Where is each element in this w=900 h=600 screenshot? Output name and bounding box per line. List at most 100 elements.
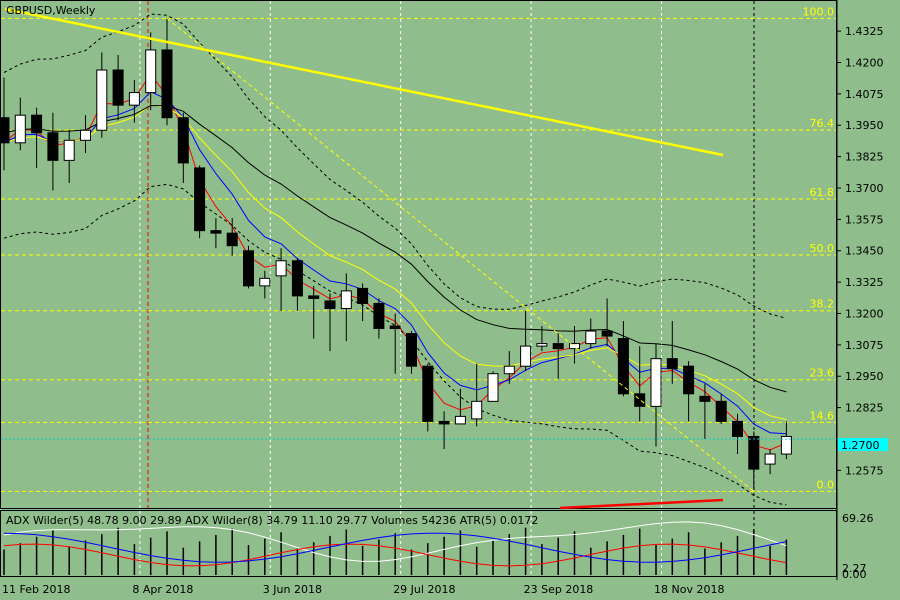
candle xyxy=(780,421,792,460)
y-tick-label: 1.4200 xyxy=(845,56,884,69)
adx-line xyxy=(3,521,787,562)
candle-body xyxy=(520,345,532,367)
chart-title: GBPUSD,Weekly xyxy=(6,4,96,17)
y-tick-label: 1.3075 xyxy=(845,339,884,352)
y-tick-label: 1.4325 xyxy=(845,25,884,38)
candle xyxy=(601,298,613,347)
axis-labels: 11 Feb 2018 8 Apr 2018 3 Jun 2018 29 Jul 20… xyxy=(2,25,884,596)
candle-body xyxy=(634,393,646,407)
candle-body xyxy=(389,325,401,330)
indicator-y-tick-label: 2.27 xyxy=(842,562,867,575)
candle xyxy=(389,313,401,374)
candle xyxy=(503,351,515,384)
indicator-lines xyxy=(3,521,788,575)
candle-body xyxy=(373,302,385,330)
candle-body xyxy=(112,69,124,106)
y-tick-label: 1.3325 xyxy=(845,276,884,289)
candle-body xyxy=(47,132,59,161)
candle-body xyxy=(226,232,238,247)
candle-body xyxy=(764,453,776,465)
candle xyxy=(210,218,222,249)
candle xyxy=(226,218,238,256)
envelope-lower-line xyxy=(3,183,787,506)
candle xyxy=(340,273,352,342)
candle-body xyxy=(161,49,173,119)
candle xyxy=(96,52,108,138)
candle-body xyxy=(308,295,320,299)
candle xyxy=(666,321,678,384)
fib-level-label: 23.6 xyxy=(810,367,835,380)
y-tick-label: 1.3950 xyxy=(845,119,884,132)
candle xyxy=(438,411,450,450)
candle-body xyxy=(324,300,336,309)
fib-level-label: 0.0 xyxy=(817,478,835,491)
candle-body xyxy=(666,358,678,370)
overlays xyxy=(1,7,836,510)
y-tick-label: 1.3700 xyxy=(845,182,884,195)
candle xyxy=(0,77,10,171)
indicator-y-tick-label: 69.26 xyxy=(842,512,874,525)
candle-body xyxy=(601,330,613,337)
candle xyxy=(63,130,75,183)
di-minus-line xyxy=(3,532,787,563)
candle xyxy=(634,346,646,422)
di-plus-line xyxy=(3,543,787,567)
candle-body xyxy=(0,117,10,144)
candle xyxy=(243,245,254,289)
candle-body xyxy=(780,435,792,455)
candle xyxy=(31,107,43,168)
x-tick-label: 18 Nov 2018 xyxy=(654,583,724,596)
candle-body xyxy=(340,290,352,309)
candle-body xyxy=(503,365,515,375)
x-tick-label: 29 Jul 2018 xyxy=(393,583,455,596)
candle-body xyxy=(145,49,157,94)
candle xyxy=(161,18,173,126)
candle-body xyxy=(487,373,499,402)
candle-body xyxy=(31,114,43,134)
candle-body xyxy=(177,117,189,164)
candle xyxy=(650,343,662,447)
candle xyxy=(764,449,776,475)
candle-body xyxy=(650,358,662,407)
candle xyxy=(422,363,434,432)
candle-body xyxy=(732,420,743,437)
candle xyxy=(715,393,727,424)
candle-body xyxy=(406,333,417,367)
candle xyxy=(487,371,499,402)
candle xyxy=(454,388,466,425)
candle-body xyxy=(14,114,26,144)
candle xyxy=(520,310,532,372)
current-price-box xyxy=(838,438,888,451)
candle xyxy=(291,258,303,311)
x-tick-label: 3 Jun 2018 xyxy=(263,583,322,596)
candle-body xyxy=(617,338,629,395)
candle xyxy=(406,331,417,374)
candle xyxy=(308,285,320,339)
candle-body xyxy=(243,250,254,287)
candle-body xyxy=(438,420,450,425)
indicator-y-tick-label: 0.00 xyxy=(842,568,867,581)
candle xyxy=(732,413,743,455)
candle xyxy=(617,321,629,397)
y-tick-label: 1.2950 xyxy=(845,370,884,383)
candle-body xyxy=(96,69,108,131)
x-tick-label: 11 Feb 2018 xyxy=(2,583,70,596)
fib-level-label: 76.4 xyxy=(810,117,835,130)
candlesticks xyxy=(0,18,792,490)
candle xyxy=(47,112,59,191)
y-tick-label: 1.3450 xyxy=(845,245,884,258)
y-tick-label: 1.3825 xyxy=(845,151,884,164)
fib-level-label: 14.6 xyxy=(810,409,835,422)
y-tick-label: 1.4075 xyxy=(845,88,884,101)
current-price-text: 1.2700 xyxy=(841,439,880,452)
fib-level-label: 38.2 xyxy=(810,298,835,311)
fib-level-label: 100.0 xyxy=(803,5,835,18)
candle-body xyxy=(683,365,695,395)
candle xyxy=(373,298,385,339)
candle xyxy=(552,333,564,379)
y-tick-label: 1.3575 xyxy=(845,213,884,226)
current-price-label: 1.2700 xyxy=(838,438,888,452)
candle xyxy=(585,318,597,349)
fib-level-label: 61.8 xyxy=(810,186,835,199)
